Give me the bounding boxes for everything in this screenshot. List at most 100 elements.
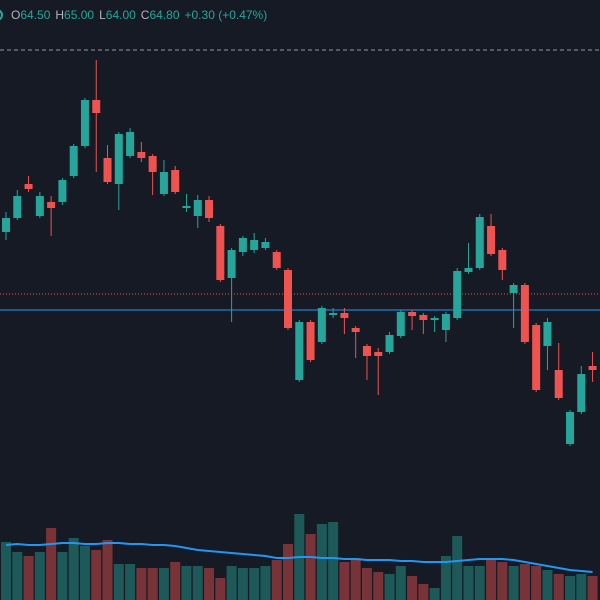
volume-bar — [350, 558, 361, 600]
candle-body — [171, 170, 180, 192]
candle-body — [588, 366, 597, 370]
volume-bar — [68, 538, 79, 600]
candle-body — [126, 132, 135, 156]
volume-bar — [519, 564, 530, 600]
candle-body — [498, 250, 507, 270]
volume-bar — [328, 522, 339, 600]
volume-bar — [34, 552, 45, 600]
candle-body — [148, 156, 157, 172]
volume-bar — [497, 562, 508, 600]
candle-body — [69, 146, 78, 176]
candle-body — [205, 200, 214, 218]
volume-bar — [204, 568, 215, 600]
candle-body — [566, 412, 574, 444]
volume-bar — [192, 566, 203, 600]
candle-body — [419, 315, 428, 320]
volume-bar — [46, 528, 57, 600]
volume-bar — [113, 564, 124, 600]
volume-bar — [23, 556, 34, 600]
candle-body — [441, 314, 450, 330]
candle-body — [340, 313, 349, 318]
legend-change: +0.30 (+0.47%) — [184, 8, 268, 22]
volume-ma-line — [5, 542, 593, 573]
legend-value: 64.00 — [105, 8, 136, 22]
legend-value: 64.80 — [149, 8, 180, 22]
volume-bar — [226, 566, 237, 600]
candle-body — [2, 218, 10, 232]
volume-bar — [271, 560, 282, 600]
volume-bar — [57, 552, 68, 600]
volume-bar — [12, 552, 23, 600]
legend-key: C — [140, 8, 150, 22]
volume-bar — [576, 574, 587, 600]
volume-bar — [395, 566, 406, 600]
volume-bar — [316, 524, 327, 600]
candle-body — [306, 322, 315, 360]
volume-bar — [170, 562, 181, 600]
volume-bar — [474, 566, 485, 600]
candle-body — [520, 285, 529, 342]
legend-key: O — [11, 8, 21, 22]
candle-body — [284, 270, 292, 328]
volume-bar — [215, 578, 226, 600]
symbol-icon[interactable] — [0, 9, 3, 21]
volume-bar — [542, 570, 553, 600]
candle-body — [464, 268, 473, 272]
ohlc-legend: O 64.50 H 65.00 L 64.00 C 64.80 +0.30 (+0.47%) — [0, 8, 272, 22]
volume-bar — [339, 562, 350, 600]
volume-bar — [136, 568, 147, 600]
volume-bar — [452, 536, 463, 600]
volume-bar — [553, 574, 564, 600]
candle-body — [216, 226, 225, 280]
candle-body — [385, 335, 394, 352]
candle-body — [35, 196, 44, 216]
volume-bar — [565, 576, 575, 600]
candle-body — [182, 206, 191, 208]
candle-body — [114, 134, 123, 184]
candle-body — [329, 313, 338, 315]
candle-body — [453, 271, 462, 318]
candle-body — [396, 312, 405, 336]
volume-bar — [418, 584, 429, 600]
candle-body — [430, 318, 439, 320]
volume-bar — [102, 540, 113, 600]
candle-body — [362, 346, 371, 356]
candle-body — [92, 100, 101, 113]
volume-bar — [91, 550, 102, 600]
legend-value: 65.00 — [64, 8, 95, 22]
volume-bar — [531, 566, 542, 600]
volume-bar — [1, 542, 11, 600]
legend-key: L — [99, 8, 106, 22]
volume-bar — [407, 576, 418, 600]
candle-body — [577, 374, 586, 412]
candle-body — [487, 226, 496, 254]
candle-body — [47, 202, 56, 208]
volume-bar — [125, 564, 136, 600]
volume-bar — [440, 556, 451, 600]
volume-bar — [373, 572, 384, 600]
volume-bar — [508, 566, 519, 600]
volume-bar — [283, 544, 293, 600]
candle-body — [193, 200, 202, 216]
volume-bar — [361, 568, 372, 600]
candle-body — [532, 325, 541, 390]
candle-body — [13, 196, 22, 218]
candle-body — [103, 158, 112, 182]
volume-bar — [384, 574, 395, 600]
candle-body — [554, 370, 563, 398]
volume-bar — [79, 546, 90, 600]
legend-value: 64.50 — [20, 8, 51, 22]
candle-body — [317, 308, 326, 342]
volume-bar — [587, 576, 598, 600]
candle-body — [80, 100, 89, 146]
volume-bar — [305, 534, 316, 600]
candle-body — [543, 322, 552, 346]
candle-body — [58, 180, 67, 202]
candle-body — [261, 242, 270, 248]
volume-bar — [429, 588, 440, 600]
candle-body — [408, 312, 417, 316]
volume-bar — [181, 566, 192, 600]
volume-bar — [237, 568, 248, 600]
